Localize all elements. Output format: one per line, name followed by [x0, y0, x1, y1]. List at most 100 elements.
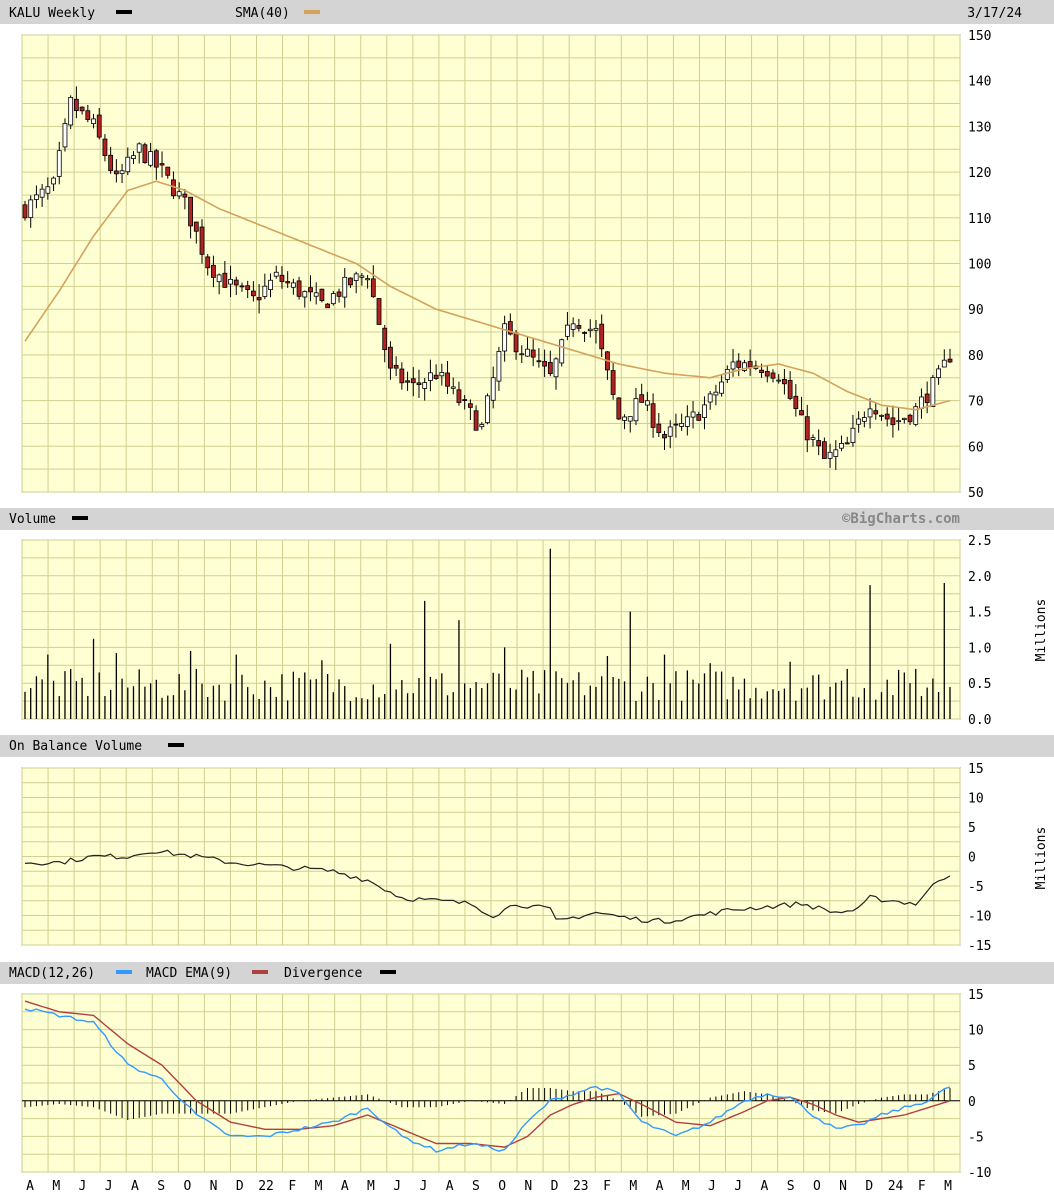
- price-candle: [650, 403, 656, 428]
- macd-tick-label: 15: [968, 988, 984, 1003]
- price-candle: [136, 143, 142, 153]
- price-candle: [742, 362, 747, 371]
- volume-bars: [24, 548, 951, 719]
- price-candle: [844, 442, 850, 445]
- obv-title: On Balance Volume: [9, 739, 142, 754]
- price-candle: [45, 186, 51, 194]
- x-tick-label: A: [656, 1179, 664, 1194]
- price-candle: [365, 278, 370, 281]
- price-candle: [302, 291, 308, 298]
- price-candle: [228, 278, 233, 285]
- price-candle: [799, 410, 804, 416]
- x-tick-label: S: [787, 1179, 795, 1194]
- price-candle: [542, 361, 547, 367]
- price-tick-label: 60: [968, 440, 984, 455]
- price-candle: [513, 332, 519, 353]
- price-candle: [890, 417, 896, 426]
- price-candle: [616, 397, 622, 420]
- price-candle: [359, 275, 365, 278]
- price-candle: [450, 386, 456, 389]
- price-candle: [222, 272, 228, 288]
- price-candle: [525, 348, 530, 357]
- x-tick-label: N: [839, 1179, 847, 1194]
- price-candle: [439, 372, 445, 377]
- price-candle: [176, 191, 182, 197]
- x-tick-label: J: [420, 1179, 428, 1194]
- price-candle: [199, 226, 205, 255]
- price-candle: [370, 278, 376, 298]
- price-candle: [719, 381, 725, 394]
- price-candle: [941, 359, 947, 368]
- price-candle: [22, 204, 28, 219]
- volume-unit-label: Millions: [1034, 599, 1049, 662]
- price-candle: [165, 166, 171, 176]
- price-tick-label: 80: [968, 349, 984, 364]
- price-candle: [576, 325, 582, 329]
- price-tick-label: 70: [968, 395, 984, 410]
- price-candle: [610, 370, 616, 395]
- x-tick-label: J: [105, 1179, 113, 1194]
- x-tick-label: 24: [888, 1179, 904, 1194]
- sma-label: SMA(40): [235, 6, 290, 21]
- price-candle: [713, 391, 719, 396]
- price-candle: [56, 150, 62, 177]
- price-candle: [724, 369, 730, 380]
- price-candle: [896, 420, 902, 423]
- price-candle: [947, 358, 953, 363]
- price-candle: [342, 276, 348, 298]
- price-candle: [707, 393, 713, 403]
- macd-tick-label: 5: [968, 1059, 976, 1074]
- obv-tick-label: 0: [968, 851, 976, 866]
- price-candle: [388, 346, 393, 369]
- macd-line: [24, 1008, 951, 1153]
- price-candle: [530, 349, 536, 358]
- price-candle: [182, 193, 188, 198]
- x-tick-label: 22: [258, 1179, 274, 1194]
- price-candle: [690, 411, 696, 418]
- price-candle: [131, 155, 136, 159]
- price-candle: [764, 371, 770, 377]
- price-candle: [108, 154, 114, 171]
- price-candle: [787, 380, 793, 399]
- divergence-legend-swatch: [380, 970, 396, 974]
- price-candle: [839, 443, 844, 449]
- price-candle: [662, 434, 667, 439]
- price-candle: [770, 372, 776, 379]
- price-candle: [410, 378, 416, 384]
- obv-tick-label: 5: [968, 821, 976, 836]
- x-tick-label: J: [393, 1179, 401, 1194]
- price-candle: [559, 339, 565, 364]
- sma-40-line: [24, 180, 951, 411]
- macd-tick-label: 10: [968, 1024, 984, 1039]
- x-tick-label: O: [183, 1179, 191, 1194]
- volume-tick-label: 1.0: [968, 641, 991, 656]
- price-candle: [924, 393, 930, 404]
- volume-tick-label: 0.0: [968, 713, 991, 728]
- price-candle: [593, 327, 599, 331]
- price-candle: [313, 292, 319, 297]
- price-candle: [34, 194, 39, 200]
- price-candle: [519, 353, 525, 356]
- x-tick-label: D: [865, 1179, 873, 1194]
- price-candle: [39, 188, 45, 198]
- price-candle: [759, 369, 764, 374]
- price-candle: [633, 398, 639, 422]
- price-candle: [279, 274, 285, 283]
- price-candle: [336, 291, 342, 297]
- price-candle: [861, 417, 867, 422]
- macd-tick-label: -10: [968, 1166, 991, 1181]
- price-candle: [804, 416, 810, 441]
- price-candle: [627, 416, 633, 422]
- price-candle: [216, 274, 222, 283]
- price-candle: [51, 177, 56, 185]
- price-candle: [673, 423, 679, 426]
- x-tick-label: D: [236, 1179, 244, 1194]
- price-candle: [148, 151, 154, 166]
- price-candle: [91, 118, 96, 125]
- price-candle: [901, 417, 907, 420]
- price-candle: [422, 382, 428, 389]
- price-candle: [462, 399, 468, 401]
- price-tick-label: 100: [968, 258, 991, 273]
- x-tick-label: O: [813, 1179, 821, 1194]
- price-candle: [730, 361, 736, 370]
